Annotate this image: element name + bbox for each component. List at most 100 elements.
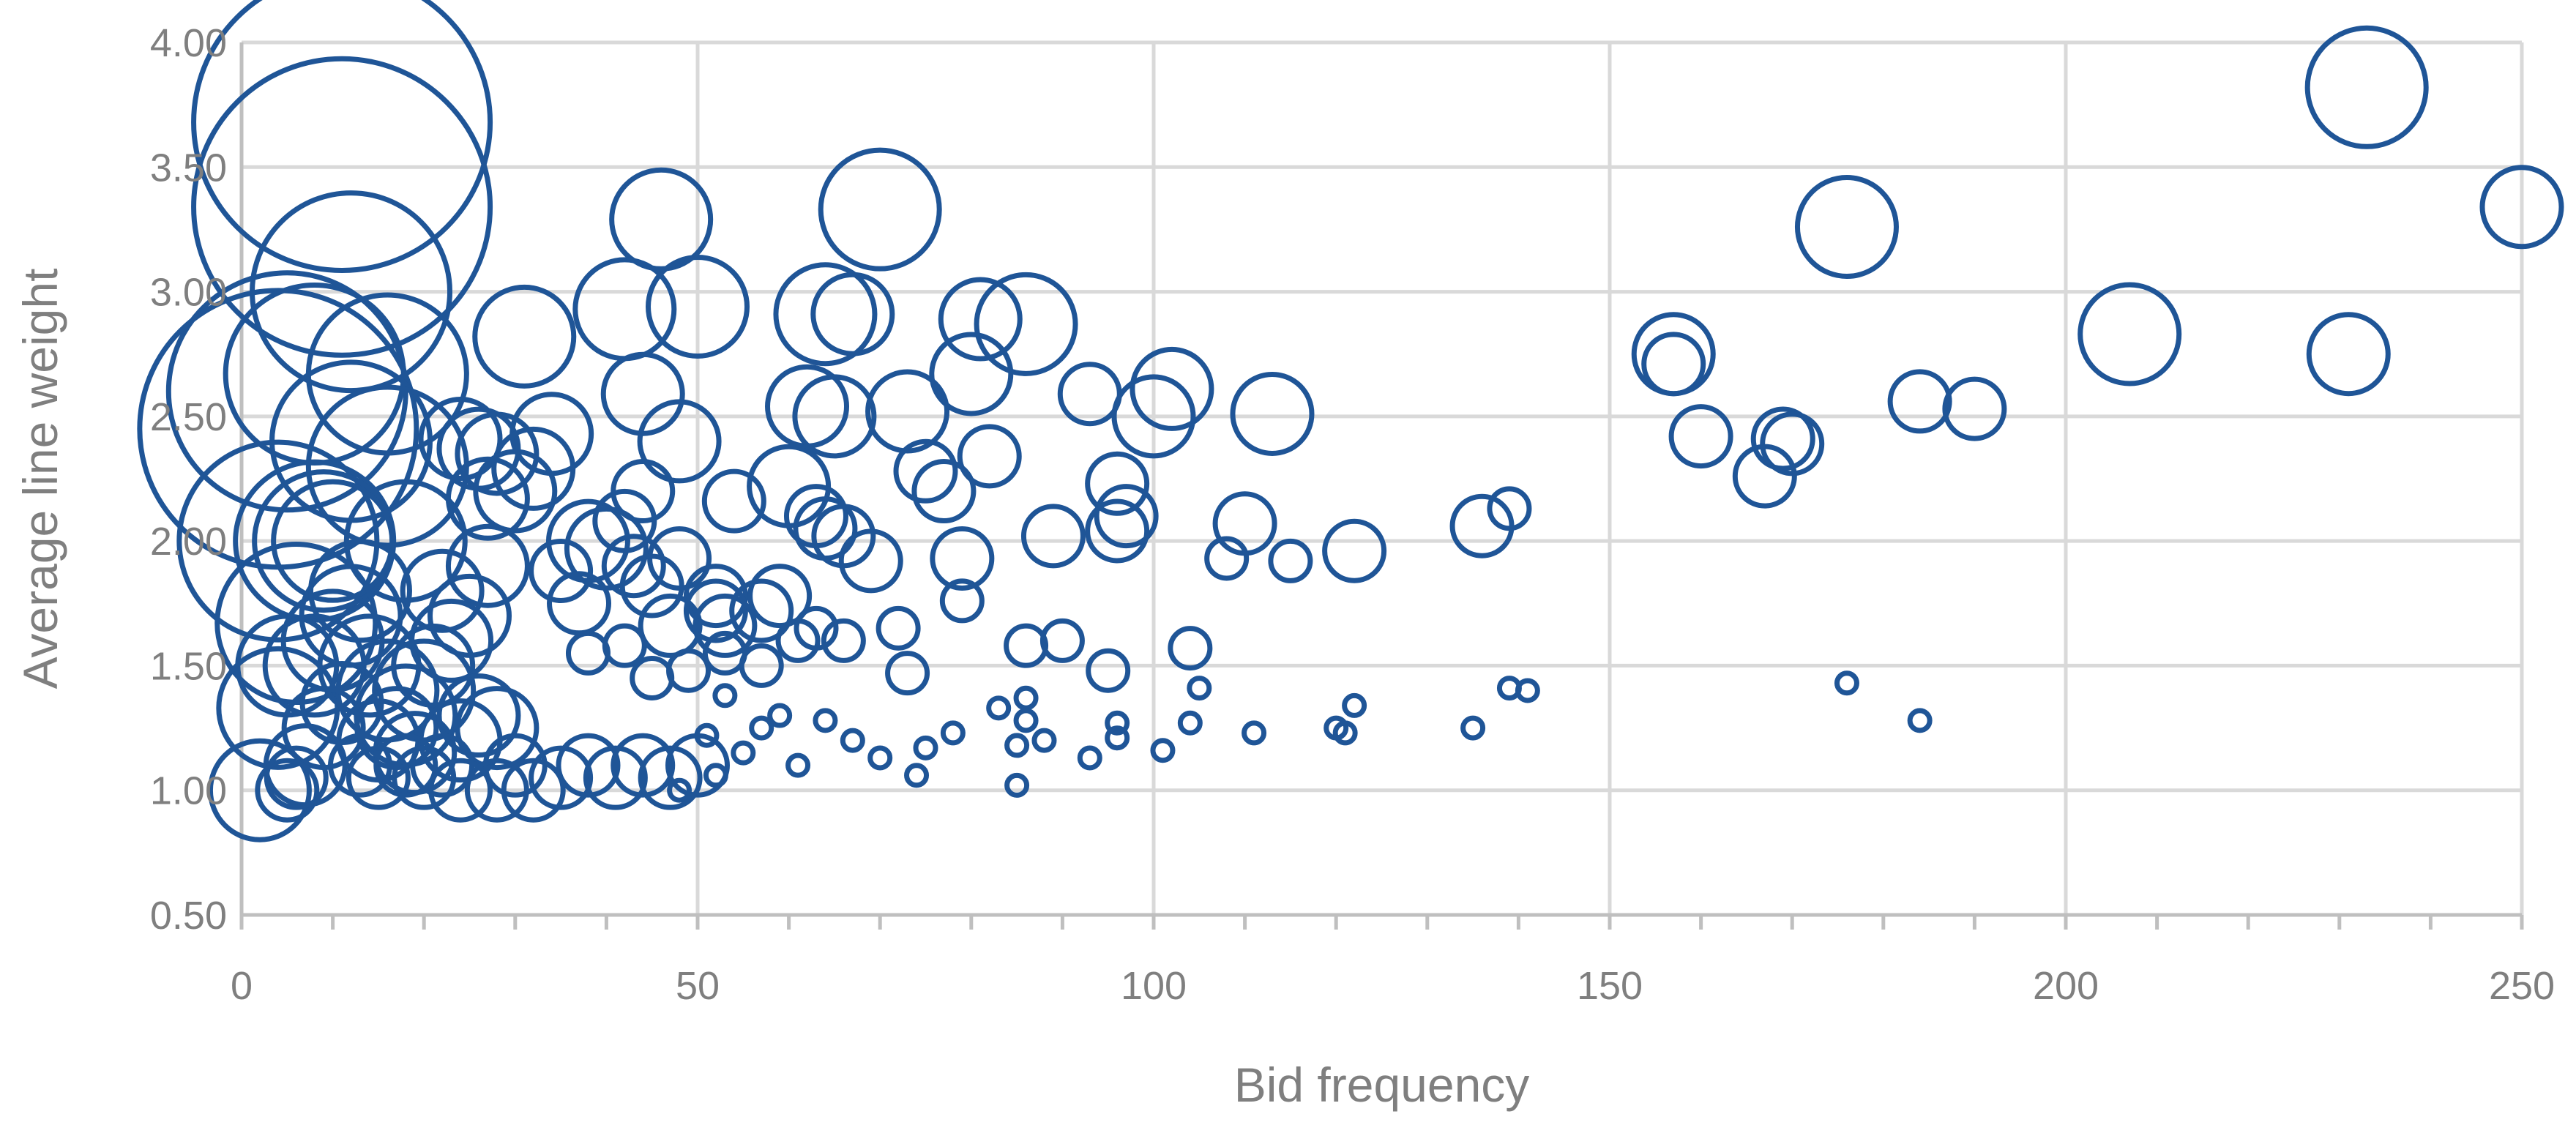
x-tick-label: 100: [1121, 964, 1187, 1008]
bubble-point: [813, 708, 838, 733]
bubble-point: [611, 733, 676, 798]
bubble-point: [191, 0, 493, 273]
x-tick-label: 50: [676, 964, 720, 1008]
y-tick-label: 1.00: [150, 769, 227, 813]
bubble-point: [1130, 346, 1214, 431]
y-tick-label: 2.00: [150, 520, 227, 564]
bubble-point: [455, 686, 540, 771]
bubble-point: [1332, 720, 1358, 746]
bubble-point: [986, 695, 1012, 721]
bubble-point: [1204, 536, 1250, 581]
bubble-point: [1515, 678, 1540, 703]
bubble-point: [694, 722, 720, 748]
y-tick-label: 0.50: [150, 894, 227, 938]
x-tick-label: 250: [2489, 964, 2555, 1008]
bubble-point: [1004, 772, 1030, 798]
bubble-point: [191, 56, 493, 358]
bubble-point: [601, 534, 666, 599]
bubble-point: [529, 745, 594, 810]
bubble-point: [346, 745, 411, 810]
bubble-point: [1013, 685, 1039, 711]
bubble-point: [1760, 411, 1825, 476]
bubble-point: [630, 655, 675, 700]
bubble-point: [207, 738, 312, 842]
x-tick-label: 150: [1577, 964, 1643, 1008]
x-tick-label: 200: [2033, 964, 2099, 1008]
bubble-point: [1487, 486, 1532, 531]
bubble-point: [455, 411, 540, 496]
bubble-point: [1086, 648, 1131, 693]
bubble-point: [729, 578, 794, 643]
bubble-point: [692, 593, 758, 658]
bubble-point: [392, 745, 457, 810]
bubble-point: [940, 720, 966, 746]
bubble-point: [876, 605, 921, 651]
bubble-point: [1105, 710, 1130, 736]
bubble-point: [1150, 738, 1176, 763]
bubble-point: [893, 438, 958, 504]
y-tick-label: 1.50: [150, 644, 227, 688]
bubble-point: [445, 456, 530, 541]
bubble-point: [911, 459, 977, 524]
bubble-point: [637, 399, 722, 484]
bubble-point: [838, 528, 903, 594]
bubble-point: [428, 758, 493, 823]
bubble-point: [749, 715, 774, 741]
bubble-point: [592, 488, 657, 553]
y-tick-label: 2.50: [150, 395, 227, 439]
bubble-point: [1085, 451, 1150, 516]
bubble-point: [176, 439, 380, 643]
bubble-point: [609, 167, 714, 272]
bubble-point: [810, 272, 895, 356]
bubble-point: [1907, 708, 1933, 733]
axes: [239, 42, 2524, 930]
bubble-point: [683, 564, 748, 629]
bubble-point: [472, 284, 577, 389]
bubble-point: [666, 648, 712, 693]
bubble-point: [867, 745, 893, 771]
bubble-point: [1013, 708, 1039, 733]
bubble-point: [1460, 715, 1486, 741]
bubble-point: [2077, 282, 2182, 386]
bubble-point: [974, 272, 1078, 376]
bubble-point: [638, 593, 703, 658]
bubble-point: [565, 630, 611, 676]
y-tick-label: 3.00: [150, 271, 227, 315]
bubble-point: [491, 426, 576, 511]
bubble-point: [1168, 626, 1213, 671]
bubble-point: [255, 758, 320, 823]
bubble-point: [731, 740, 756, 766]
bubble-point: [2304, 25, 2429, 149]
bubble-point: [1942, 376, 2007, 441]
bubble-point: [840, 728, 865, 753]
bubble-point: [1077, 745, 1102, 771]
bubble-point: [667, 777, 692, 803]
bubble-point: [271, 479, 395, 603]
y-tick-label: 4.00: [150, 21, 227, 65]
bubble-point: [1020, 504, 1086, 569]
bubble-point: [638, 745, 703, 810]
bubble-point: [904, 763, 930, 788]
bubble-point: [373, 733, 438, 798]
bubble-point: [1887, 369, 1952, 434]
bubble-point: [683, 578, 748, 643]
x-axis-title: Bid frequency: [1234, 1058, 1530, 1112]
bubble-point: [818, 147, 942, 272]
bubble-point: [264, 745, 329, 810]
bubble-point: [930, 526, 995, 591]
bubble-point: [1342, 692, 1367, 718]
bubble-point: [701, 468, 766, 534]
bubbles: [137, 0, 2564, 842]
bubble-point: [473, 449, 558, 534]
bubble-point: [445, 523, 530, 608]
bubble-point: [327, 733, 392, 798]
bubble-point: [501, 758, 566, 823]
bubble-point: [821, 618, 866, 663]
bubble-point: [792, 374, 877, 459]
bubble-point: [1004, 733, 1030, 758]
bubble-point: [1668, 404, 1733, 469]
bubble-point: [529, 539, 594, 604]
bubble-point: [646, 255, 750, 359]
bubble-point: [1322, 518, 1387, 583]
bubble-point: [619, 553, 684, 618]
